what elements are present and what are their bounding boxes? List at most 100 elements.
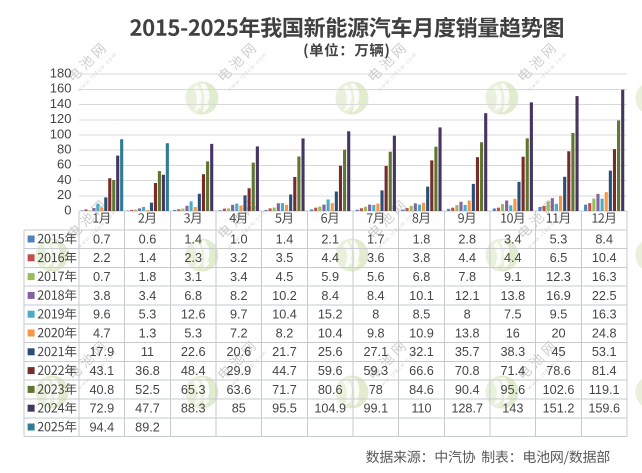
svg-text:5.3: 5.3 xyxy=(550,232,568,246)
svg-text:66.6: 66.6 xyxy=(409,364,434,378)
svg-text:70.8: 70.8 xyxy=(455,364,480,378)
svg-text:25.6: 25.6 xyxy=(318,345,343,359)
svg-text:16.9: 16.9 xyxy=(546,289,571,303)
svg-text:8: 8 xyxy=(464,308,471,322)
svg-text:80.6: 80.6 xyxy=(318,383,343,397)
svg-text:180: 180 xyxy=(50,66,72,81)
svg-text:102.6: 102.6 xyxy=(543,383,575,397)
svg-text:12.3: 12.3 xyxy=(546,270,571,284)
svg-text:100: 100 xyxy=(50,126,72,141)
svg-text:20: 20 xyxy=(551,326,565,340)
svg-text:1.8: 1.8 xyxy=(139,270,157,284)
svg-text:2.2: 2.2 xyxy=(93,251,111,265)
svg-text:5.3: 5.3 xyxy=(184,326,202,340)
svg-text:29.9: 29.9 xyxy=(226,364,251,378)
svg-text:104.9: 104.9 xyxy=(314,402,346,416)
svg-text:10.4: 10.4 xyxy=(592,251,617,265)
svg-text:7.5: 7.5 xyxy=(504,308,522,322)
svg-text:11: 11 xyxy=(141,345,154,359)
svg-text:78: 78 xyxy=(369,383,383,397)
svg-text:44.7: 44.7 xyxy=(272,364,297,378)
svg-text:52.5: 52.5 xyxy=(135,383,160,397)
svg-text:1.4: 1.4 xyxy=(184,232,202,246)
svg-text:3.5: 3.5 xyxy=(276,251,294,265)
svg-text:95.5: 95.5 xyxy=(272,402,297,416)
svg-text:20: 20 xyxy=(57,187,71,202)
svg-text:47.7: 47.7 xyxy=(135,402,160,416)
svg-text:59.6: 59.6 xyxy=(318,364,343,378)
svg-text:119.1: 119.1 xyxy=(589,383,620,397)
svg-text:78.6: 78.6 xyxy=(546,364,571,378)
svg-text:0.7: 0.7 xyxy=(93,270,111,284)
svg-text:48.4: 48.4 xyxy=(181,364,206,378)
svg-text:17.9: 17.9 xyxy=(89,345,114,359)
svg-text:88.3: 88.3 xyxy=(181,402,206,416)
svg-text:159.6: 159.6 xyxy=(588,402,620,416)
svg-text:3.4: 3.4 xyxy=(139,289,157,303)
svg-text:3.8: 3.8 xyxy=(93,289,111,303)
svg-text:12.6: 12.6 xyxy=(181,308,206,322)
svg-text:0.6: 0.6 xyxy=(139,232,157,246)
svg-text:40.8: 40.8 xyxy=(89,383,114,397)
svg-text:3.1: 3.1 xyxy=(184,270,202,284)
svg-text:8.4: 8.4 xyxy=(367,289,385,303)
svg-text:6.5: 6.5 xyxy=(550,251,568,265)
svg-text:1.7: 1.7 xyxy=(367,232,385,246)
svg-text:32.1: 32.1 xyxy=(409,345,434,359)
svg-text:90.4: 90.4 xyxy=(455,383,480,397)
svg-text:128.7: 128.7 xyxy=(451,402,483,416)
svg-text:110: 110 xyxy=(411,402,431,416)
svg-text:4.4: 4.4 xyxy=(504,251,522,265)
svg-text:72.9: 72.9 xyxy=(89,402,114,416)
svg-text:71.4: 71.4 xyxy=(500,364,525,378)
svg-text:8.2: 8.2 xyxy=(276,326,294,340)
svg-text:38.3: 38.3 xyxy=(500,345,525,359)
svg-text:16.3: 16.3 xyxy=(592,308,617,322)
svg-text:10.4: 10.4 xyxy=(272,308,297,322)
svg-text:9.5: 9.5 xyxy=(550,308,568,322)
svg-text:0: 0 xyxy=(64,202,71,217)
svg-text:3.2: 3.2 xyxy=(230,251,248,265)
svg-text:85: 85 xyxy=(232,402,246,416)
svg-text:22.5: 22.5 xyxy=(592,289,617,303)
svg-text:3.8: 3.8 xyxy=(413,251,431,265)
svg-text:71.7: 71.7 xyxy=(272,383,297,397)
svg-text:3.4: 3.4 xyxy=(504,232,522,246)
svg-text:95.6: 95.6 xyxy=(500,383,525,397)
svg-text:7.2: 7.2 xyxy=(230,326,248,340)
svg-text:59.3: 59.3 xyxy=(363,364,388,378)
svg-text:10.1: 10.1 xyxy=(409,289,434,303)
svg-text:43.1: 43.1 xyxy=(89,364,114,378)
svg-text:65.3: 65.3 xyxy=(181,383,206,397)
svg-text:4.7: 4.7 xyxy=(93,326,111,340)
svg-text:21.7: 21.7 xyxy=(272,345,297,359)
svg-text:20.6: 20.6 xyxy=(226,345,251,359)
svg-text:2.3: 2.3 xyxy=(184,251,202,265)
svg-text:2.8: 2.8 xyxy=(458,232,476,246)
svg-text:12.1: 12.1 xyxy=(455,289,480,303)
svg-text:5.9: 5.9 xyxy=(321,270,339,284)
svg-text:35.7: 35.7 xyxy=(455,345,480,359)
svg-text:16: 16 xyxy=(506,326,520,340)
svg-text:40: 40 xyxy=(57,172,71,187)
svg-text:6.8: 6.8 xyxy=(184,289,202,303)
svg-text:1.8: 1.8 xyxy=(413,232,431,246)
svg-text:140: 140 xyxy=(50,96,72,111)
svg-text:99.1: 99.1 xyxy=(363,402,388,416)
svg-text:84.6: 84.6 xyxy=(409,383,434,397)
svg-text:5.3: 5.3 xyxy=(139,308,157,322)
svg-text:1.4: 1.4 xyxy=(276,232,294,246)
svg-text:8: 8 xyxy=(372,308,379,322)
svg-text:10.4: 10.4 xyxy=(318,326,343,340)
svg-text:13.8: 13.8 xyxy=(455,326,480,340)
svg-text:1.0: 1.0 xyxy=(230,232,248,246)
svg-text:80: 80 xyxy=(57,142,71,157)
svg-text:3.4: 3.4 xyxy=(230,270,248,284)
svg-text:8.5: 8.5 xyxy=(413,308,431,322)
svg-text:22.6: 22.6 xyxy=(181,345,206,359)
svg-text:0.7: 0.7 xyxy=(93,232,111,246)
svg-text:45: 45 xyxy=(551,345,565,359)
svg-text:10.9: 10.9 xyxy=(409,326,434,340)
svg-text:120: 120 xyxy=(50,111,72,126)
svg-text:8.4: 8.4 xyxy=(321,289,339,303)
